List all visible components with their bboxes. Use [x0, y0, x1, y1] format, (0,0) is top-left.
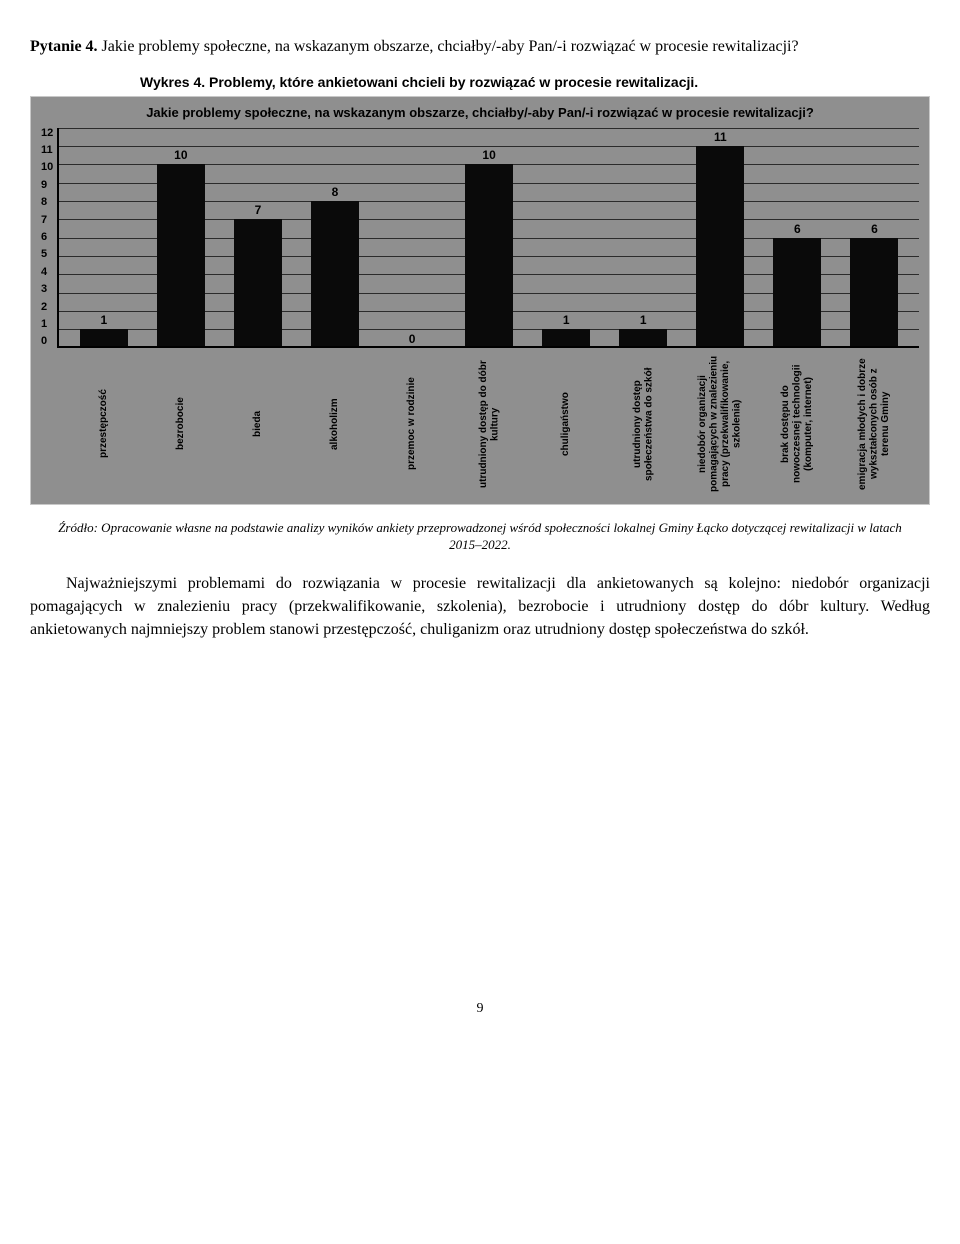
x-label-text: bezrobocie: [175, 354, 187, 494]
x-label-text: utrudniony dostęp do dóbr kultury: [478, 354, 501, 494]
y-tick-label: 0: [41, 336, 53, 347]
bar-slot: 6: [759, 128, 836, 348]
plot-area: 11078010111166: [57, 128, 919, 348]
bar-slot: 10: [451, 128, 528, 348]
bar-slot: 1: [528, 128, 605, 348]
bar-value-label: 6: [871, 222, 878, 236]
x-label: bieda: [219, 354, 296, 494]
y-tick-label: 11: [41, 145, 53, 156]
x-label: alkoholizm: [296, 354, 373, 494]
x-label-text: bieda: [252, 354, 264, 494]
bar-value-label: 1: [640, 313, 647, 327]
bar: [773, 238, 821, 348]
chart-source: Źródło: Opracowanie własne na podstawie …: [50, 519, 910, 554]
y-tick-label: 3: [41, 284, 53, 295]
bar-slot: 1: [605, 128, 682, 348]
y-tick-label: 8: [41, 197, 53, 208]
chart-container: Jakie problemy społeczne, na wskazanym o…: [30, 96, 930, 505]
caption-text: Problemy, które ankietowani chcieli by r…: [205, 74, 698, 90]
bar-value-label: 10: [482, 148, 495, 162]
x-axis-baseline: [59, 346, 919, 348]
chart-title: Jakie problemy społeczne, na wskazanym o…: [41, 105, 919, 120]
bar-slot: 0: [374, 128, 451, 348]
question-label: Pytanie 4.: [30, 38, 98, 55]
question-paragraph: Pytanie 4. Jakie problemy społeczne, na …: [30, 36, 930, 58]
bar-value-label: 10: [174, 148, 187, 162]
caption-label: Wykres 4.: [140, 74, 205, 90]
bar-value-label: 1: [563, 313, 570, 327]
bar-slot: 11: [682, 128, 759, 348]
x-label: emigracja młodych i dobrze wykształconyc…: [836, 354, 913, 494]
bar: [157, 164, 205, 347]
bar: [234, 219, 282, 347]
x-label-text: utrudniony dostęp społeczeństwa do szkół: [632, 354, 655, 494]
bar: [465, 164, 513, 347]
x-axis: przestępczość bezrobocie bieda alkoholizm pr…: [41, 348, 919, 494]
bar-slot: 8: [296, 128, 373, 348]
chart-caption: Wykres 4. Problemy, które ankietowani ch…: [140, 74, 930, 90]
bar: [850, 238, 898, 348]
x-label: chuligaństwo: [528, 354, 605, 494]
x-label-text: niedobór organizacji pomagających w znal…: [697, 354, 743, 494]
x-label: utrudniony dostęp społeczeństwa do szkół: [605, 354, 682, 494]
body-paragraph: Najważniejszymi problemami do rozwiązani…: [30, 572, 930, 642]
bar-slot: 10: [142, 128, 219, 348]
page-number: 9: [30, 1001, 930, 1017]
y-tick-label: 12: [41, 128, 53, 139]
body-text: Najważniejszymi problemami do rozwiązani…: [30, 575, 930, 638]
bar-value-label: 1: [100, 313, 107, 327]
x-label: przestępczość: [65, 354, 142, 494]
x-label: utrudniony dostęp do dóbr kultury: [450, 354, 527, 494]
y-tick-label: 4: [41, 267, 53, 278]
x-label: niedobór organizacji pomagających w znal…: [682, 354, 759, 494]
x-label: bezrobocie: [142, 354, 219, 494]
bar: [311, 201, 359, 348]
y-tick-label: 2: [41, 302, 53, 313]
bar-value-label: 7: [255, 203, 262, 217]
bar-value-label: 6: [794, 222, 801, 236]
y-tick-label: 5: [41, 249, 53, 260]
y-tick-label: 6: [41, 232, 53, 243]
x-label-text: przemoc w rodzinie: [406, 354, 418, 494]
y-axis: 0123456789101112: [41, 128, 57, 348]
y-tick-label: 7: [41, 215, 53, 226]
x-label: brak dostępu do nowoczesnej technologii …: [759, 354, 836, 494]
bar-value-label: 11: [714, 130, 727, 144]
bars-layer: 11078010111166: [59, 128, 919, 348]
x-label: przemoc w rodzinie: [373, 354, 450, 494]
plot-wrap: 0123456789101112 11078010111166: [41, 128, 919, 348]
bar-slot: 7: [219, 128, 296, 348]
chart-background: Jakie problemy społeczne, na wskazanym o…: [31, 97, 929, 504]
bar-value-label: 8: [332, 185, 339, 199]
y-tick-label: 9: [41, 180, 53, 191]
x-label-text: emigracja młodych i dobrze wykształconyc…: [857, 354, 892, 494]
x-label-text: alkoholizm: [329, 354, 341, 494]
question-text: Jakie problemy społeczne, na wskazanym o…: [98, 38, 799, 55]
x-label-text: chuligaństwo: [560, 354, 572, 494]
bar: [696, 146, 744, 348]
x-label-text: przestępczość: [98, 354, 110, 494]
y-tick-label: 10: [41, 162, 53, 173]
y-tick-label: 1: [41, 319, 53, 330]
x-label-text: brak dostępu do nowoczesnej technologii …: [780, 354, 815, 494]
bar-slot: 6: [836, 128, 913, 348]
bar-slot: 1: [65, 128, 142, 348]
bar-value-label: 0: [409, 332, 416, 346]
